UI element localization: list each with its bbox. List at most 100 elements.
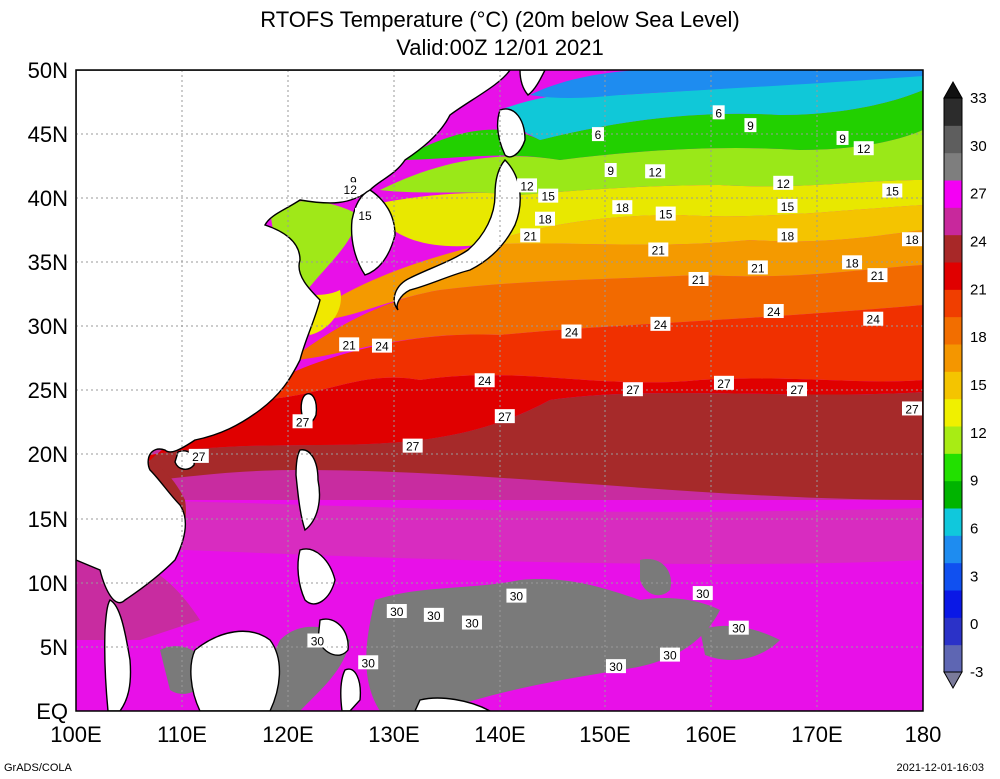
colorbar-max-arrow <box>943 80 963 99</box>
contour-label-box <box>423 607 444 622</box>
contour-label: 24 <box>474 373 495 388</box>
colorbar-swatch <box>944 480 962 509</box>
contour-label-box <box>355 207 376 222</box>
contour-label-text: 30 <box>311 634 325 648</box>
contour-label-text: 12 <box>344 183 358 197</box>
contour-label-box <box>605 659 626 674</box>
contour-label: 30 <box>358 655 379 670</box>
contour-label-box <box>744 118 757 133</box>
colorbar-tick-label: 18 <box>970 329 987 346</box>
contour-label-box <box>763 304 784 319</box>
colorbar-swatch <box>944 152 962 181</box>
colorbar-swatch <box>944 562 962 591</box>
plot-frame <box>75 69 924 712</box>
contour-label-box <box>747 260 768 275</box>
contour-label: 18 <box>777 228 798 243</box>
contour-label-box <box>867 268 888 283</box>
contour-label: 6 <box>712 105 725 120</box>
contour-label-box <box>188 448 209 463</box>
contour-label: 24 <box>863 311 884 327</box>
contour-label-text: 30 <box>732 622 746 636</box>
lon-label: 110E <box>157 722 207 747</box>
contour-label-text: 27 <box>717 377 731 391</box>
lat-label: 10N <box>28 571 68 596</box>
contour-label-box <box>535 211 556 226</box>
contour-label-text: 21 <box>652 243 666 257</box>
contour-label: 30 <box>506 588 527 604</box>
colorbar-swatch <box>944 289 962 318</box>
contour-label: 21 <box>867 268 888 283</box>
contour-label-box <box>863 311 884 326</box>
contour-label: 30 <box>307 633 328 648</box>
contour-label: 27 <box>292 414 313 429</box>
contour-label-box <box>655 206 676 221</box>
colorbar-swatch <box>944 316 962 345</box>
contour-label-box <box>650 316 671 331</box>
contour-label-box <box>713 375 734 390</box>
lat-label: 40N <box>28 186 68 211</box>
lat-label: 50N <box>28 58 68 83</box>
contour-label: 15 <box>538 188 559 204</box>
contour-label-text: 21 <box>751 261 765 275</box>
lat-label: EQ <box>36 699 68 724</box>
lat-label: 35N <box>28 250 68 275</box>
contour-label-text: 18 <box>905 233 919 247</box>
contour-label-box <box>853 141 874 156</box>
contour-label-text: 9 <box>607 164 614 178</box>
lat-label: 20N <box>28 442 68 467</box>
contour-label: 12 <box>340 182 361 197</box>
contour-label-text: 18 <box>845 256 859 270</box>
contour-label-text: 18 <box>781 229 795 243</box>
colorbar-swatch <box>944 426 962 454</box>
contour-label: 27 <box>713 375 734 391</box>
contour-label-box <box>307 633 328 648</box>
contour-label-text: 12 <box>648 165 662 179</box>
lon-label: 150E <box>579 722 630 747</box>
contour-label: 27 <box>494 409 515 424</box>
contour-label-box <box>882 183 903 198</box>
contour-label-text: 6 <box>715 106 722 120</box>
contour-label: 21 <box>688 271 709 287</box>
colorbar-tick-label: 33 <box>970 90 987 107</box>
colorbar-tick-label: 12 <box>970 425 987 442</box>
contour-label-text: 12 <box>777 177 791 191</box>
contour-label-text: 27 <box>296 415 310 429</box>
contour-label-text: 24 <box>565 326 579 340</box>
credit-text: GrADS/COLA <box>4 762 72 774</box>
colorbar-swatch <box>944 125 962 154</box>
contour-label: 27 <box>787 382 808 397</box>
contour-label-box <box>842 255 863 270</box>
lon-label: 130E <box>368 722 419 747</box>
colorbar-ticks: -3 0 3 6 9 12 15 18 21 24 27 30 33 <box>970 90 987 681</box>
contour-label-text: 15 <box>659 208 673 222</box>
contour-label-box <box>622 382 643 397</box>
contour-label-text: 24 <box>375 340 389 354</box>
contour-label-box <box>474 373 495 388</box>
colorbar-tick-label: 24 <box>970 234 987 251</box>
contour-label: 9 <box>744 118 757 133</box>
contour-label-box <box>777 228 798 243</box>
colorbar-swatch <box>944 508 962 536</box>
contour-label-text: 21 <box>871 269 885 283</box>
contour-label: 15 <box>882 183 903 199</box>
colorbar-swatch <box>944 535 962 564</box>
contour-label-box <box>538 188 559 203</box>
contour-label: 30 <box>386 604 407 619</box>
lon-label: 160E <box>685 722 736 747</box>
contour-label-text: 15 <box>886 185 900 199</box>
contour-label-text: 12 <box>857 142 871 156</box>
lon-label: 120E <box>262 722 313 747</box>
contour-label-text: 9 <box>747 119 754 133</box>
contour-label-text: 30 <box>362 656 376 670</box>
contour-label-text: 30 <box>663 649 677 663</box>
contour-label: 12 <box>853 141 874 156</box>
lon-label: 100E <box>50 722 101 747</box>
contour-label-text: 24 <box>867 313 881 327</box>
contour-label-box <box>836 130 849 145</box>
contour-label-box <box>340 182 361 197</box>
contour-label-box <box>728 620 749 635</box>
lat-label: 30N <box>28 314 68 339</box>
contour-label-box <box>561 324 582 339</box>
contour-label: 30 <box>423 607 444 623</box>
contour-label-box <box>339 337 360 352</box>
